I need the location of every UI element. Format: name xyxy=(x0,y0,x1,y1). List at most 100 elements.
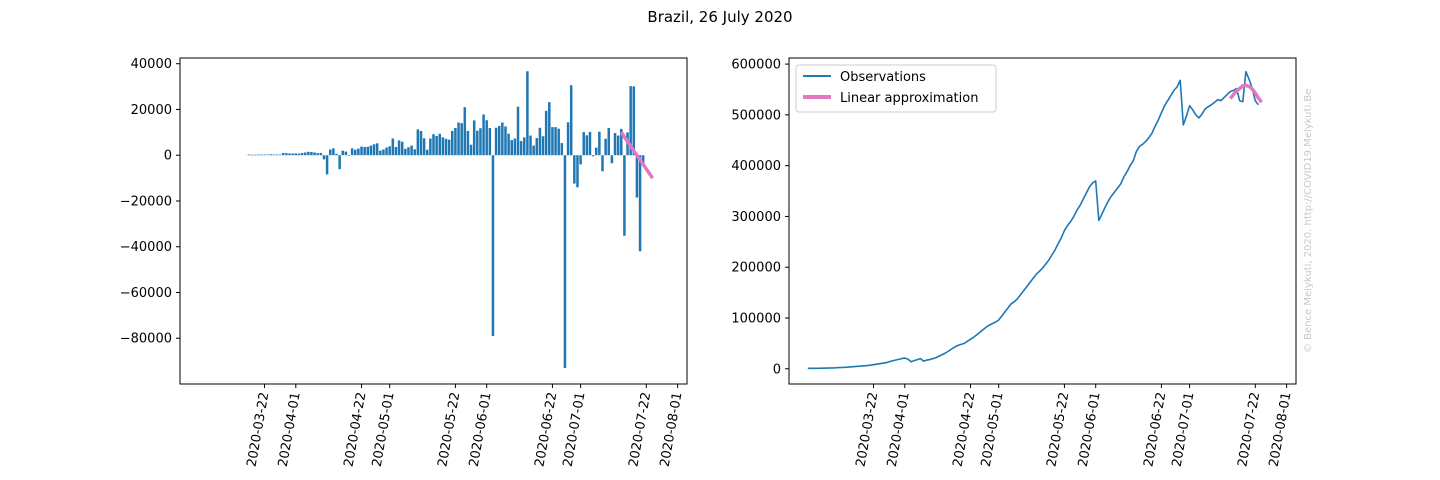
x-tick-label: 2020-07-01 xyxy=(1170,391,1198,468)
bar xyxy=(529,135,532,156)
bar xyxy=(410,145,413,156)
bar xyxy=(288,153,291,156)
bar xyxy=(535,138,539,156)
bar xyxy=(632,86,636,156)
bar xyxy=(582,132,585,156)
bar xyxy=(275,154,279,156)
x-tick-label: 2020-04-01 xyxy=(276,391,304,468)
bar xyxy=(335,153,338,156)
bar xyxy=(347,154,351,156)
x-tick-label: 2020-06-01 xyxy=(1076,391,1104,468)
x-tick-label: 2020-05-01 xyxy=(370,391,398,468)
bar xyxy=(488,128,492,156)
bar xyxy=(613,133,617,156)
bar xyxy=(325,155,329,175)
bar xyxy=(616,135,620,156)
y-axis-right: 0 100000 200000 300000 400000 500000 600000 xyxy=(731,58,789,377)
bar xyxy=(607,128,611,156)
bar xyxy=(472,120,476,156)
bar xyxy=(638,155,642,252)
bar xyxy=(516,106,520,156)
x-tick-label: 2020-07-01 xyxy=(561,391,589,468)
bar xyxy=(541,136,545,156)
bar xyxy=(328,149,332,156)
bar xyxy=(457,122,460,156)
figure-title: Brazil, 26 July 2020 xyxy=(647,8,792,26)
x-tick-label: 2020-08-01 xyxy=(1267,391,1295,468)
bar xyxy=(322,155,326,160)
bar xyxy=(407,147,410,156)
y-tick-label: −80000 xyxy=(120,332,172,347)
bar xyxy=(548,102,551,156)
bar xyxy=(422,138,426,156)
x-tick-label: 2020-06-01 xyxy=(467,391,495,468)
x-tick-label: 2020-04-01 xyxy=(885,391,913,468)
daily-change-bar-chart: 40000 20000 0 −20000 −40000 −60000 −80000 2020… xyxy=(120,57,688,468)
bar xyxy=(344,151,348,156)
bar xyxy=(629,86,632,156)
bar xyxy=(579,155,582,165)
bar xyxy=(278,154,282,156)
bar xyxy=(307,151,310,156)
approximation-line xyxy=(619,131,655,180)
bar xyxy=(369,145,373,156)
bar xyxy=(379,150,382,156)
x-axis-right: 2020-03-22 2020-04-01 2020-04-22 2020-05-01… xyxy=(854,384,1295,468)
y-tick-label: 0 xyxy=(164,149,172,164)
bar xyxy=(366,146,370,156)
bar xyxy=(319,152,323,156)
x-tick-label: 2020-03-22 xyxy=(245,391,273,468)
bar xyxy=(557,128,560,156)
bar xyxy=(504,126,507,156)
bar xyxy=(460,123,463,156)
bar xyxy=(341,150,344,156)
bar xyxy=(469,144,473,156)
y-tick-label: 300000 xyxy=(731,210,781,225)
bar xyxy=(416,129,420,156)
x-tick-label: 2020-07-22 xyxy=(1235,391,1263,468)
bar xyxy=(479,128,482,156)
bar xyxy=(294,153,298,156)
approximation-segment xyxy=(619,131,655,180)
linear-approximation-line xyxy=(1228,83,1263,104)
line-series xyxy=(807,70,1263,370)
bar xyxy=(601,155,604,172)
y-tick-label: 600000 xyxy=(731,58,781,73)
bar xyxy=(354,149,357,156)
x-tick-label: 2020-08-01 xyxy=(658,391,686,468)
bar xyxy=(313,152,316,156)
y-tick-label: −60000 xyxy=(120,286,172,301)
bar xyxy=(569,85,573,156)
bar xyxy=(576,155,579,188)
bar xyxy=(641,155,645,165)
bar xyxy=(635,155,639,198)
bar xyxy=(544,110,548,156)
bar xyxy=(573,155,576,184)
bar xyxy=(332,148,335,156)
bar xyxy=(400,141,404,156)
x-tick-label: 2020-06-22 xyxy=(532,391,560,468)
y-tick-label: 100000 xyxy=(731,311,781,326)
bar xyxy=(413,149,416,156)
bar xyxy=(560,143,564,156)
bar xyxy=(588,131,592,156)
bar xyxy=(566,122,570,156)
x-tick-label: 2020-03-22 xyxy=(854,391,882,468)
bar xyxy=(610,155,614,164)
bar xyxy=(538,127,542,156)
y-tick-label: 200000 xyxy=(731,261,781,276)
y-tick-label: 40000 xyxy=(131,57,172,72)
y-tick-label: 500000 xyxy=(731,108,781,123)
y-tick-label: 400000 xyxy=(731,159,781,174)
bar xyxy=(497,125,501,156)
bar xyxy=(404,148,407,156)
bar xyxy=(247,154,251,156)
bar xyxy=(513,138,517,156)
bar xyxy=(438,133,442,156)
x-tick-label: 2020-05-22 xyxy=(435,391,463,468)
bar xyxy=(501,122,504,156)
bar xyxy=(526,71,529,156)
bar xyxy=(363,146,366,156)
bar xyxy=(291,153,294,156)
